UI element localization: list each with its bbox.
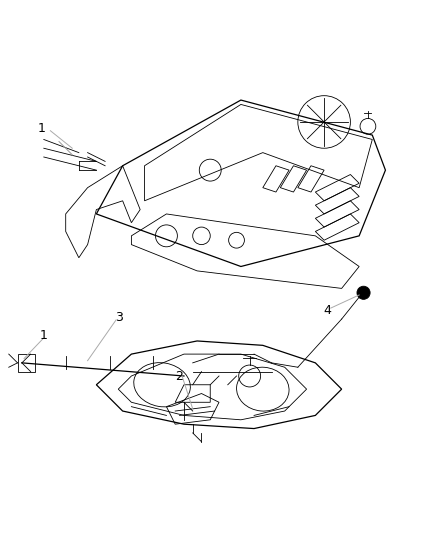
Circle shape: [357, 286, 370, 300]
Text: 2: 2: [175, 370, 183, 383]
Text: 3: 3: [115, 311, 123, 324]
Text: 1: 1: [38, 122, 46, 135]
Text: 4: 4: [324, 304, 332, 317]
Text: 1: 1: [40, 329, 48, 342]
